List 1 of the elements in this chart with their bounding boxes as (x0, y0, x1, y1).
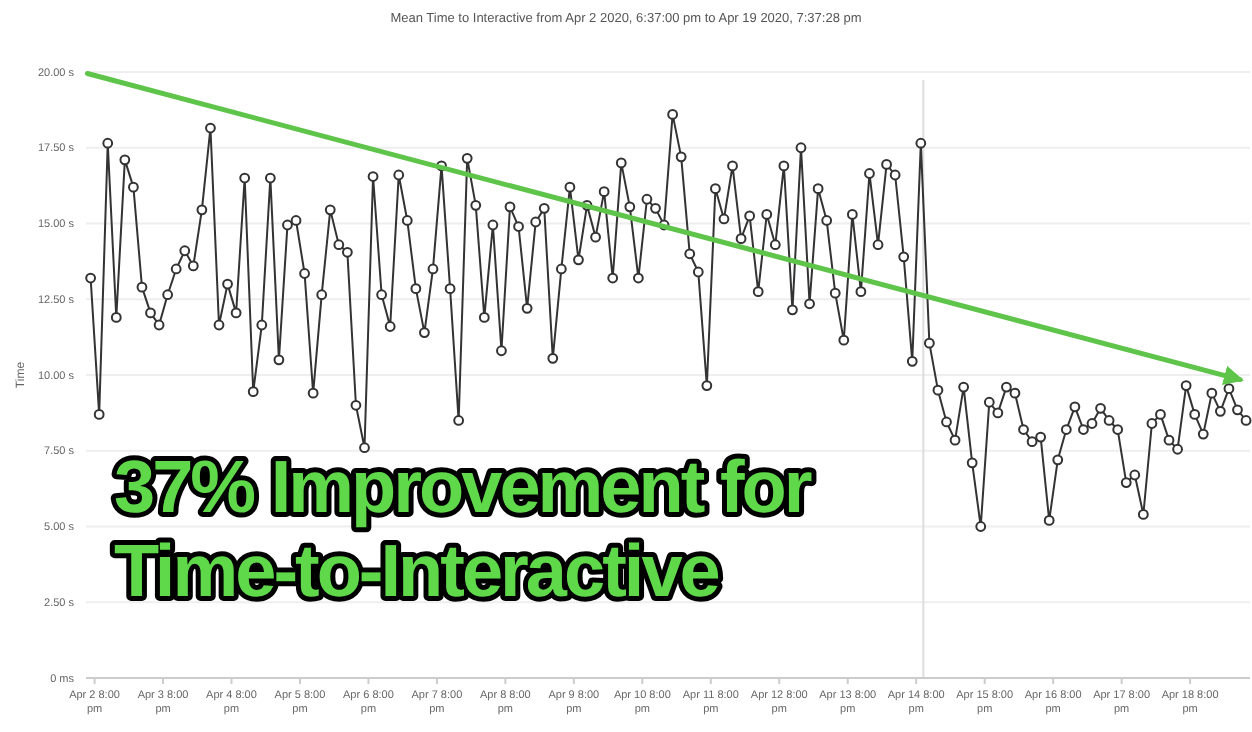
annotation: 37% Improvement for Time-to-Interactive (114, 446, 812, 612)
